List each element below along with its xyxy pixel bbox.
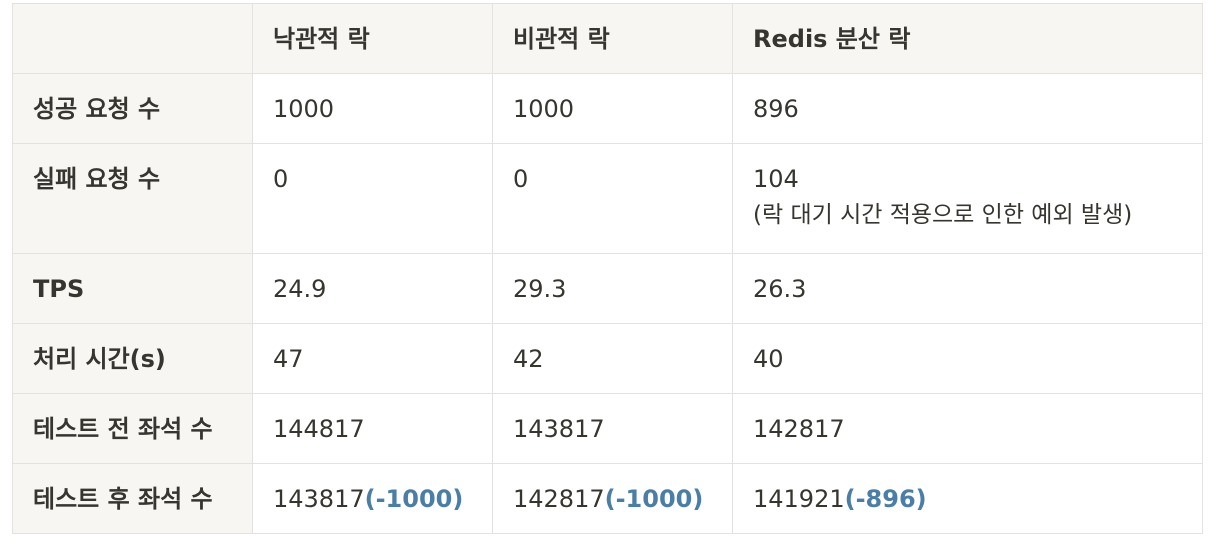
- table-cell: 29.3: [492, 253, 733, 324]
- cell-value: 141921: [753, 485, 845, 513]
- table-row-seats-before: 테스트 전 좌석 수 144817 143817 142817: [12, 393, 1203, 464]
- table-row-processing-time: 처리 시간(s) 47 42 40: [12, 323, 1203, 394]
- table-row-success-requests: 성공 요청 수 1000 1000 896: [12, 73, 1203, 144]
- comparison-table-container: 낙관적 락 비관적 락 Redis 분산 락 성공 요청 수 1000 1000…: [12, 3, 1203, 534]
- header-optimistic-lock: 낙관적 락: [252, 3, 493, 74]
- seat-diff-label: (-896): [844, 485, 927, 513]
- table-cell: 143817(-1000): [252, 463, 493, 534]
- table-cell: 40: [732, 323, 1203, 394]
- lock-comparison-table: 낙관적 락 비관적 락 Redis 분산 락 성공 요청 수 1000 1000…: [12, 3, 1203, 534]
- cell-note: (락 대기 시간 적용으로 인한 예외 발생): [753, 202, 1133, 228]
- table-cell: 142817(-1000): [492, 463, 733, 534]
- table-row-seats-after: 테스트 후 좌석 수 143817(-1000) 142817(-1000) 1…: [12, 463, 1203, 534]
- table-cell: 142817: [732, 393, 1203, 464]
- table-row-tps: TPS 24.9 29.3 26.3: [12, 253, 1203, 324]
- cell-value: 142817: [513, 485, 605, 513]
- table-cell: 141921(-896): [732, 463, 1203, 534]
- seat-diff-label: (-1000): [604, 485, 704, 513]
- table-cell: 144817: [252, 393, 493, 464]
- table-header-row: 낙관적 락 비관적 락 Redis 분산 락: [12, 3, 1203, 74]
- seat-diff-label: (-1000): [364, 485, 464, 513]
- cell-value: 143817: [273, 485, 365, 513]
- header-redis-distributed-lock: Redis 분산 락: [732, 3, 1203, 74]
- table-cell: 1000: [252, 73, 493, 144]
- table-cell: 24.9: [252, 253, 493, 324]
- table-cell: 104 (락 대기 시간 적용으로 인한 예외 발생): [732, 143, 1203, 254]
- table-row-failed-requests: 실패 요청 수 0 0 104 (락 대기 시간 적용으로 인한 예외 발생): [12, 143, 1203, 254]
- table-cell: 0: [252, 143, 493, 254]
- table-cell: 0: [492, 143, 733, 254]
- row-label: 테스트 전 좌석 수: [12, 393, 253, 464]
- row-label: TPS: [12, 253, 253, 324]
- table-cell: 47: [252, 323, 493, 394]
- row-label: 성공 요청 수: [12, 73, 253, 144]
- cell-value: 104: [753, 165, 799, 193]
- table-cell: 1000: [492, 73, 733, 144]
- header-pessimistic-lock: 비관적 락: [492, 3, 733, 74]
- row-label: 테스트 후 좌석 수: [12, 463, 253, 534]
- row-label: 실패 요청 수: [12, 143, 253, 254]
- table-cell: 896: [732, 73, 1203, 144]
- table-cell: 42: [492, 323, 733, 394]
- table-cell: 143817: [492, 393, 733, 464]
- header-corner-cell: [12, 3, 253, 74]
- table-cell: 26.3: [732, 253, 1203, 324]
- row-label: 처리 시간(s): [12, 323, 253, 394]
